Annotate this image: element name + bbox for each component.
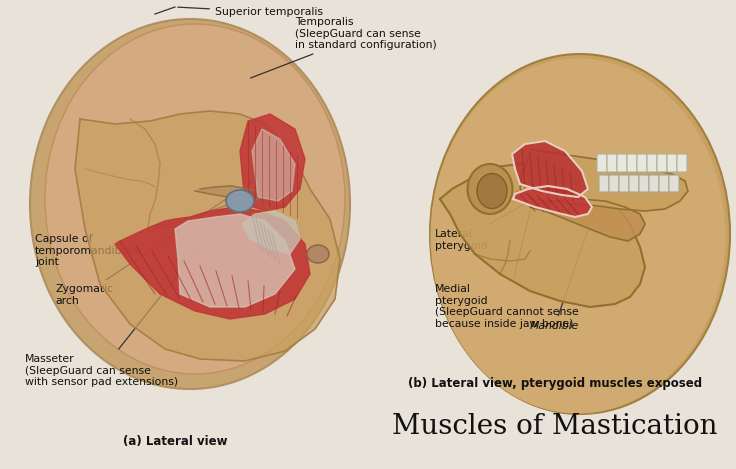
FancyBboxPatch shape: [637, 154, 647, 172]
Polygon shape: [195, 186, 262, 200]
FancyBboxPatch shape: [609, 175, 619, 192]
FancyBboxPatch shape: [647, 154, 657, 172]
Text: Superior temporalis: Superior temporalis: [178, 7, 323, 17]
FancyBboxPatch shape: [617, 154, 627, 172]
FancyBboxPatch shape: [629, 175, 639, 192]
Text: Zygomatic
arch: Zygomatic arch: [55, 195, 233, 306]
Polygon shape: [242, 211, 300, 254]
FancyBboxPatch shape: [657, 154, 667, 172]
FancyBboxPatch shape: [607, 154, 617, 172]
Ellipse shape: [30, 19, 350, 389]
Text: (b) Lateral view, pterygoid muscles exposed: (b) Lateral view, pterygoid muscles expo…: [408, 378, 702, 391]
Text: Lateral
pterygoid: Lateral pterygoid: [435, 202, 528, 250]
Text: Mandible: Mandible: [530, 204, 597, 331]
Ellipse shape: [467, 164, 512, 214]
Polygon shape: [115, 207, 310, 319]
Polygon shape: [440, 164, 645, 307]
Text: Medial
pterygoid
(SleepGuard cannot sense
because inside jaw bone): Medial pterygoid (SleepGuard cannot sens…: [435, 182, 578, 329]
FancyBboxPatch shape: [639, 175, 649, 192]
Polygon shape: [512, 141, 588, 197]
FancyBboxPatch shape: [599, 175, 609, 192]
Ellipse shape: [45, 24, 345, 374]
FancyBboxPatch shape: [649, 175, 659, 192]
Polygon shape: [530, 199, 645, 241]
Ellipse shape: [307, 245, 329, 263]
Polygon shape: [240, 114, 305, 211]
Ellipse shape: [477, 174, 507, 209]
Polygon shape: [75, 111, 340, 361]
FancyBboxPatch shape: [619, 175, 629, 192]
FancyBboxPatch shape: [597, 154, 607, 172]
Text: (a) Lateral view: (a) Lateral view: [123, 434, 227, 447]
Polygon shape: [175, 214, 295, 307]
Polygon shape: [520, 149, 688, 211]
FancyBboxPatch shape: [659, 175, 669, 192]
Ellipse shape: [430, 54, 730, 414]
Text: Temporalis
(SleepGuard can sense
in standard configuration): Temporalis (SleepGuard can sense in stan…: [250, 17, 436, 78]
FancyBboxPatch shape: [627, 154, 637, 172]
FancyBboxPatch shape: [677, 154, 687, 172]
FancyBboxPatch shape: [667, 154, 677, 172]
Ellipse shape: [431, 59, 726, 414]
Polygon shape: [513, 186, 592, 217]
Text: Muscles of Mastication: Muscles of Mastication: [392, 414, 718, 440]
Polygon shape: [252, 129, 295, 201]
Text: Capsule of
temporomandibular
joint: Capsule of temporomandibular joint: [35, 202, 238, 267]
FancyBboxPatch shape: [669, 175, 679, 192]
Text: Masseter
(SleepGuard can sense
with sensor pad extensions): Masseter (SleepGuard can sense with sens…: [25, 163, 266, 387]
Ellipse shape: [226, 190, 254, 212]
